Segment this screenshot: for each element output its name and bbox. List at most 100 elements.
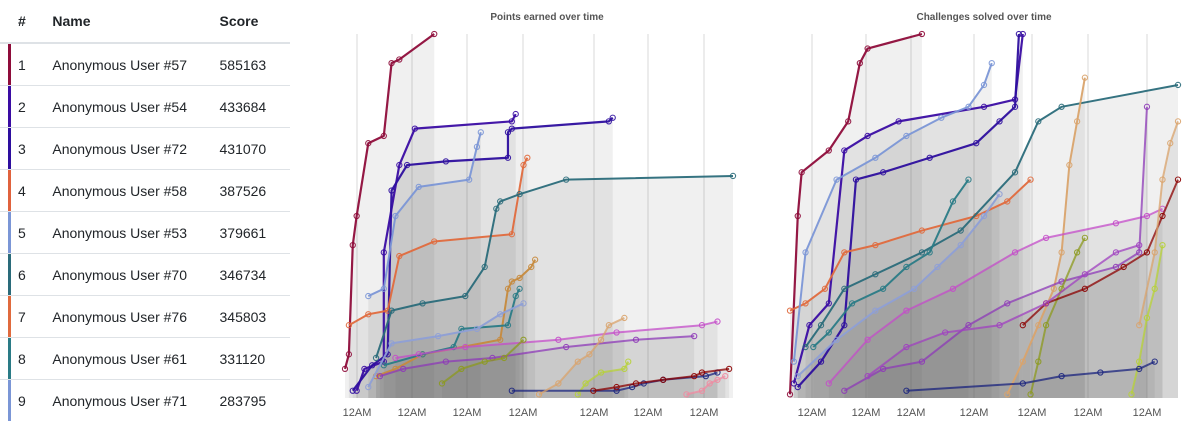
data-point[interactable] [632,336,640,343]
data-point[interactable] [605,322,612,329]
data-point[interactable] [1143,103,1151,110]
data-point[interactable] [1042,300,1050,307]
data-point[interactable] [376,373,384,380]
table-row[interactable]: 8 Anonymous User #61 331120 [0,337,290,380]
data-point[interactable] [520,300,527,307]
table-row[interactable]: 9 Anonymous User #71 283795 [0,379,290,421]
data-point[interactable] [980,212,988,220]
data-point[interactable] [833,336,840,343]
user-name-link[interactable]: Anonymous User #61 [52,337,220,380]
data-point[interactable] [1058,249,1065,256]
data-point[interactable] [497,198,504,205]
data-point[interactable] [1112,263,1120,271]
data-point[interactable] [396,56,403,63]
data-point[interactable] [918,227,926,234]
data-point[interactable] [691,373,698,380]
series-line[interactable] [511,371,718,392]
data-point[interactable] [841,387,848,394]
data-point[interactable] [698,387,706,394]
data-point[interactable] [431,238,438,245]
data-point[interactable] [1143,212,1151,220]
data-point[interactable] [497,311,504,318]
user-name-link[interactable]: Anonymous User #76 [52,295,220,338]
data-point[interactable] [1019,30,1026,38]
data-point[interactable] [1058,373,1065,380]
data-point[interactable] [508,231,515,238]
data-point[interactable] [864,373,871,380]
data-point[interactable] [403,161,411,169]
data-point[interactable] [872,271,879,278]
series-line[interactable] [351,116,614,392]
data-point[interactable] [988,59,995,67]
data-point[interactable] [1151,249,1158,256]
data-point[interactable] [504,285,512,292]
data-point[interactable] [996,322,1003,329]
data-point[interactable] [504,322,512,329]
data-point[interactable] [516,285,523,292]
user-name-link[interactable]: Anonymous User #53 [52,211,220,254]
data-point[interactable] [794,383,801,391]
data-point[interactable] [918,30,926,38]
data-point[interactable] [458,365,465,373]
series-line[interactable] [789,178,1032,312]
data-point[interactable] [597,336,605,343]
user-name-link[interactable]: Anonymous User #57 [52,42,220,86]
data-point[interactable] [957,241,964,249]
data-point[interactable] [431,30,438,38]
data-point[interactable] [500,354,508,362]
data-point[interactable] [528,263,535,271]
table-row[interactable]: 3 Anonymous User #72 431070 [0,127,290,170]
data-point[interactable] [918,358,926,365]
data-point[interactable] [714,318,721,325]
data-point[interactable] [345,351,353,358]
data-point[interactable] [462,292,469,300]
data-point[interactable] [365,383,372,391]
data-point[interactable] [392,354,399,362]
data-point[interactable] [1004,391,1011,398]
data-point[interactable] [442,358,450,365]
data-point[interactable] [903,263,910,271]
data-point[interactable] [590,387,597,394]
series-line[interactable] [1130,244,1164,395]
data-point[interactable] [926,154,933,161]
table-row[interactable]: 5 Anonymous User #53 379661 [0,211,290,254]
data-point[interactable] [508,118,515,125]
data-point[interactable] [512,110,519,118]
table-row[interactable]: 4 Anonymous User #58 387526 [0,169,290,212]
data-point[interactable] [380,285,387,292]
data-point[interactable] [1004,198,1011,205]
data-point[interactable] [683,391,690,398]
data-point[interactable] [660,376,667,383]
data-point[interactable] [586,351,593,358]
data-point[interactable] [415,351,422,358]
data-point[interactable] [563,176,570,183]
user-name-link[interactable]: Anonymous User #54 [52,85,220,128]
data-point[interactable] [384,307,391,314]
series-line[interactable] [375,259,537,378]
data-point[interactable] [388,187,395,194]
series-line[interactable] [538,317,625,396]
data-point[interactable] [524,154,531,161]
series-line[interactable] [828,207,1163,385]
data-point[interactable] [1035,118,1042,125]
data-point[interactable] [973,140,980,147]
data-point[interactable] [872,307,879,314]
data-point[interactable] [879,169,887,176]
table-row[interactable]: 6 Anonymous User #70 346734 [0,253,290,296]
data-point[interactable] [563,343,570,351]
data-point[interactable] [1136,322,1143,329]
data-point[interactable] [621,365,628,373]
data-point[interactable] [516,191,523,198]
data-point[interactable] [790,358,798,365]
data-point[interactable] [817,322,825,329]
data-point[interactable] [1081,74,1089,81]
user-name-link[interactable]: Anonymous User #70 [52,253,220,296]
data-point[interactable] [845,118,852,125]
data-point[interactable] [722,373,729,380]
series-line[interactable] [367,302,524,388]
data-point[interactable] [1042,322,1050,329]
table-row[interactable]: 2 Anonymous User #54 433684 [0,85,290,128]
data-point[interactable] [361,365,368,373]
data-point[interactable] [1011,103,1019,110]
series-line[interactable] [441,339,525,385]
